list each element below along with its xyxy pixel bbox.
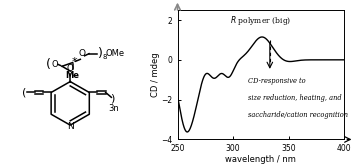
Text: N: N <box>67 122 73 131</box>
Text: $\mathit{R}$ polymer (big): $\mathit{R}$ polymer (big) <box>230 14 291 27</box>
Text: 3n: 3n <box>108 104 119 113</box>
Text: ): ) <box>98 47 103 60</box>
Text: CD-responsive to: CD-responsive to <box>247 77 305 85</box>
Text: (: ( <box>22 88 27 97</box>
Y-axis label: CD / mdeg: CD / mdeg <box>151 52 160 97</box>
Text: OMe: OMe <box>105 49 125 58</box>
Text: O: O <box>52 60 58 69</box>
Text: O: O <box>67 64 74 73</box>
Text: saccharide/cation recognition: saccharide/cation recognition <box>247 111 348 119</box>
Text: *: * <box>71 57 77 67</box>
Text: size reduction, heating, and: size reduction, heating, and <box>247 94 341 102</box>
Text: Me: Me <box>66 71 80 80</box>
X-axis label: wavelength / nm: wavelength / nm <box>225 155 296 164</box>
Text: ): ) <box>110 94 115 104</box>
Text: O: O <box>79 49 86 58</box>
Text: (: ( <box>46 58 51 71</box>
Text: 8: 8 <box>102 54 106 60</box>
